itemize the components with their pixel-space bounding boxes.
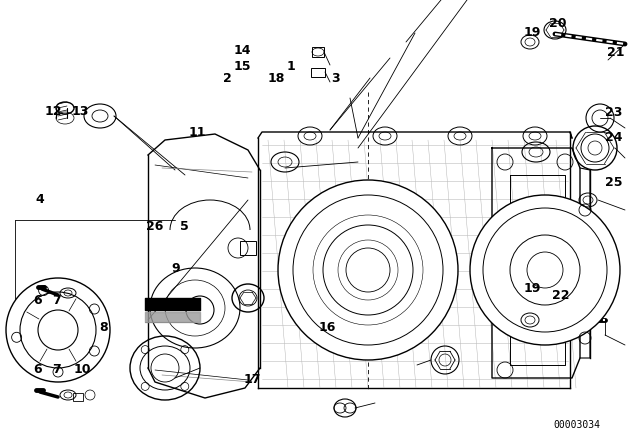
Ellipse shape: [470, 195, 620, 345]
Bar: [73, 393, 83, 401]
Text: 25: 25: [605, 176, 622, 190]
Text: 18: 18: [268, 72, 285, 85]
Ellipse shape: [483, 208, 607, 332]
Text: 14: 14: [234, 43, 251, 57]
Ellipse shape: [6, 278, 110, 382]
Bar: [312, 47, 324, 57]
Text: 15: 15: [234, 60, 251, 73]
Text: 19: 19: [524, 26, 541, 39]
Text: 8: 8: [99, 320, 108, 334]
Text: 5: 5: [180, 220, 189, 233]
Text: 19: 19: [524, 282, 541, 296]
Text: 4: 4: [35, 193, 44, 206]
Text: 17: 17: [243, 373, 260, 387]
Bar: [311, 68, 325, 77]
Text: 13: 13: [72, 104, 89, 118]
Text: 20: 20: [549, 17, 566, 30]
Text: 12: 12: [45, 104, 62, 118]
Text: 3: 3: [332, 72, 340, 85]
Ellipse shape: [186, 296, 214, 324]
Text: 16: 16: [319, 320, 336, 334]
Text: 9: 9: [172, 262, 180, 276]
Text: 7: 7: [52, 293, 61, 307]
Text: 21: 21: [607, 46, 624, 60]
Ellipse shape: [346, 248, 390, 292]
Text: 6: 6: [33, 363, 42, 376]
Text: 2: 2: [223, 72, 232, 85]
Text: 11: 11: [189, 125, 206, 139]
Ellipse shape: [527, 252, 563, 288]
Text: 23: 23: [605, 106, 622, 120]
Text: 22: 22: [552, 289, 569, 302]
Ellipse shape: [278, 180, 458, 360]
Text: 26: 26: [146, 220, 163, 233]
Bar: [240, 241, 256, 255]
Ellipse shape: [20, 292, 96, 368]
Text: 00003034: 00003034: [553, 420, 600, 430]
Ellipse shape: [323, 225, 413, 315]
Ellipse shape: [293, 195, 443, 345]
Text: 6: 6: [33, 293, 42, 307]
Text: 10: 10: [74, 363, 91, 376]
Text: 7: 7: [52, 363, 61, 376]
Text: 1: 1: [287, 60, 296, 73]
Ellipse shape: [510, 235, 580, 305]
Text: 24: 24: [605, 131, 622, 145]
